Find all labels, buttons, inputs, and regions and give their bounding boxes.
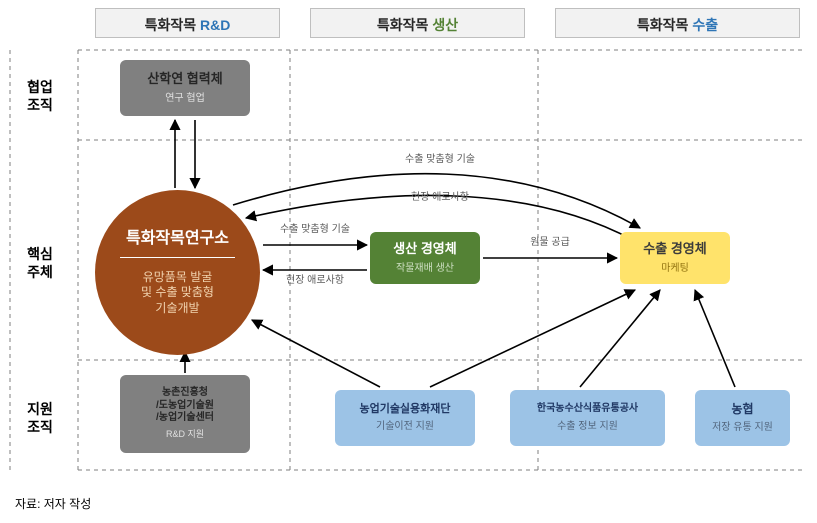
svg-text:원물 공급: 원물 공급: [530, 236, 570, 248]
node-title: 산학연 협력체: [147, 71, 222, 87]
node-sub: 기술이전 지원: [376, 420, 434, 433]
col-header-export: 특화작목 수출: [555, 8, 800, 38]
node-title: 특화작목연구소: [126, 229, 229, 249]
source-note: 자료: 저자 작성: [15, 495, 91, 512]
col-header-rnd: 특화작목 R&D: [95, 8, 280, 38]
node-title: 농업기술실용화재단: [359, 403, 450, 417]
node-research-institute: 특화작목연구소 유망품목 발굴 및 수출 맞춤형 기술개발: [95, 190, 260, 355]
node-sub: 작물재배 생산: [396, 262, 454, 275]
flow-diagram: 수출 맞춤형 기술현장 애로사항원물 공급수출 맞춤형 기술현장 애로사항 특화…: [0, 0, 817, 523]
col-header-prod: 특화작목 생산: [310, 8, 525, 38]
row-header-core: 핵심 주체: [15, 245, 65, 281]
node-cooperative: 산학연 협력체 연구 협업: [120, 60, 250, 116]
node-title: 수출 경영체: [643, 241, 706, 257]
svg-text:현장 애로사항: 현장 애로사항: [411, 191, 469, 203]
node-support-nh: 농협 저장 유통 지원: [695, 390, 790, 446]
node-production-entity: 생산 경영체 작물재배 생산: [370, 232, 480, 284]
node-export-entity: 수출 경영체 마케팅: [620, 232, 730, 284]
row-header-support: 지원 조직: [15, 400, 65, 436]
node-sub: R&D 지원: [166, 429, 204, 441]
node-sub: 마케팅: [661, 262, 689, 275]
node-title: 한국농수산식품유통공사: [537, 403, 638, 416]
svg-text:수출 맞춤형 기술: 수출 맞춤형 기술: [280, 223, 350, 235]
node-support-trade: 한국농수산식품유통공사 수출 정보 지원: [510, 390, 665, 446]
node-title: 농협: [731, 402, 753, 417]
svg-text:수출 맞춤형 기술: 수출 맞춤형 기술: [405, 153, 475, 165]
node-support-tech: 농업기술실용화재단 기술이전 지원: [335, 390, 475, 446]
node-sub: 유망품목 발굴 및 수출 맞춤형 기술개발: [141, 270, 214, 317]
row-header-coop: 협업 조직: [15, 78, 65, 114]
node-title: 생산 경영체: [393, 241, 456, 257]
node-sub: 저장 유통 지원: [712, 421, 773, 434]
node-support-rnd: 농촌진흥청 /도농업기술원 /농업기술센터 R&D 지원: [120, 375, 250, 453]
node-title: 농촌진흥청 /도농업기술원 /농업기술센터: [156, 387, 214, 425]
svg-text:현장 애로사항: 현장 애로사항: [286, 274, 344, 286]
node-sub: 연구 협업: [165, 92, 205, 105]
node-sub: 수출 정보 지원: [557, 420, 618, 433]
node-divider: [120, 257, 236, 258]
